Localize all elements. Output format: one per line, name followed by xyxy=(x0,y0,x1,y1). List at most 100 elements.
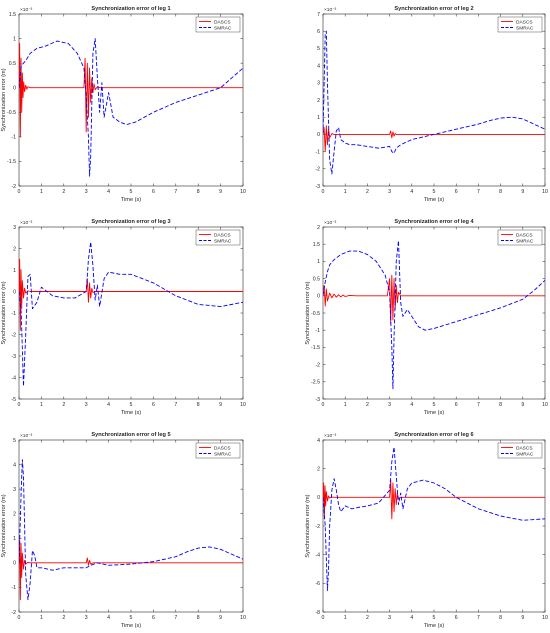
legend-entry-dascs: DASCS xyxy=(516,445,533,451)
plot-area xyxy=(18,13,244,187)
y-tick-label: -2 xyxy=(11,610,16,616)
y-tick-label: -4 xyxy=(315,552,320,558)
chart-title: Synchronization error of leg 5 xyxy=(91,432,170,438)
y-tick-label: 0 xyxy=(13,86,16,92)
x-tick-label: 5 xyxy=(433,189,436,195)
legend-box xyxy=(195,442,241,459)
y-tick-label: -6 xyxy=(315,581,320,587)
y-tick-label: 7 xyxy=(317,12,320,18)
y-tick-label: 1 xyxy=(13,36,16,42)
y-tick-label: -3 xyxy=(11,354,16,360)
y-axis-label: Synchronization error (m) xyxy=(305,494,311,557)
x-tick-label: 2 xyxy=(62,189,65,195)
y-tick-label: 1 xyxy=(317,259,320,265)
x-tick-label: 4 xyxy=(410,402,413,408)
y-exponent-label: ×10⁻³ xyxy=(20,7,33,13)
x-axis-label: Time (s) xyxy=(424,623,444,629)
x-tick-label: 1 xyxy=(40,402,43,408)
y-tick-label: -4 xyxy=(11,375,16,381)
x-axis-label: Time (s) xyxy=(424,410,444,416)
x-tick-label: 10 xyxy=(240,615,246,621)
plot-area xyxy=(18,226,244,400)
x-tick-label: 10 xyxy=(240,189,246,195)
x-tick-label: 1 xyxy=(344,189,347,195)
y-tick-label: -2 xyxy=(315,167,320,173)
x-tick-label: 1 xyxy=(40,615,43,621)
legend-entry-dascs: DASCS xyxy=(214,445,231,451)
legend-box xyxy=(497,442,543,459)
y-tick-label: 1.5 xyxy=(9,12,16,18)
x-tick-label: 7 xyxy=(174,402,177,408)
y-axis-label: Synchronization error (m) xyxy=(1,68,7,131)
chart-panel-6: 0 1 2 3 4 5 6 7 8 9 10 -8 -6 -4 -2 0 2 4 ×10⁻³ Synchronizat… xyxy=(305,432,548,629)
legend-entry-smrac: SMRAC xyxy=(516,451,534,457)
y-tick-label: 5 xyxy=(13,438,16,444)
x-tick-label: 8 xyxy=(197,402,200,408)
x-tick-label: 2 xyxy=(366,189,369,195)
series-line-smrac xyxy=(19,241,243,387)
series-line-smrac xyxy=(323,446,545,591)
x-tick-label: 9 xyxy=(521,189,524,195)
legend-entry-smrac: SMRAC xyxy=(214,25,232,31)
y-tick-label: 2 xyxy=(13,512,16,518)
series-line-dascs xyxy=(19,43,243,138)
x-tick-label: 7 xyxy=(477,402,480,408)
x-tick-label: 1 xyxy=(40,189,43,195)
x-tick-label: 10 xyxy=(542,402,548,408)
x-tick-label: 9 xyxy=(521,615,524,621)
y-tick-label: 4 xyxy=(13,462,16,468)
y-tick-label: 1 xyxy=(13,536,16,542)
x-tick-label: 5 xyxy=(130,189,133,195)
y-tick-label: 3 xyxy=(13,225,16,231)
y-tick-label: 1 xyxy=(13,268,16,274)
series-line-dascs xyxy=(19,258,243,331)
x-tick-label: 3 xyxy=(85,615,88,621)
x-tick-label: 6 xyxy=(455,402,458,408)
y-tick-label: 0 xyxy=(13,561,16,567)
y-tick-label: -1 xyxy=(11,585,16,591)
y-exponent-label: ×10⁻³ xyxy=(20,433,33,439)
chart-title: Synchronization error of leg 3 xyxy=(91,219,170,225)
x-tick-label: 3 xyxy=(85,189,88,195)
x-axis-label: Time (s) xyxy=(121,410,141,416)
y-tick-label: 4 xyxy=(317,438,320,444)
y-tick-label: 0.5 xyxy=(9,61,16,67)
x-tick-label: 10 xyxy=(240,402,246,408)
x-tick-label: 5 xyxy=(130,402,133,408)
y-exponent-label: ×10⁻³ xyxy=(324,220,337,226)
y-tick-label: 3 xyxy=(13,487,16,493)
y-tick-label: 0 xyxy=(317,495,320,501)
x-tick-label: 6 xyxy=(152,402,155,408)
x-tick-label: 9 xyxy=(219,402,222,408)
x-tick-label: 8 xyxy=(499,615,502,621)
x-tick-label: 4 xyxy=(107,189,110,195)
y-axis-label: Synchronization error (m) xyxy=(1,281,7,344)
x-tick-label: 5 xyxy=(433,402,436,408)
y-tick-label: -2.5 xyxy=(311,380,320,386)
legend-entry-smrac: SMRAC xyxy=(516,238,534,244)
x-tick-label: 6 xyxy=(152,615,155,621)
series-line-dascs xyxy=(323,125,545,153)
x-tick-label: 2 xyxy=(62,402,65,408)
series-line-smrac xyxy=(323,30,545,175)
x-tick-label: 9 xyxy=(219,189,222,195)
y-tick-label: -3 xyxy=(315,397,320,403)
x-tick-label: 8 xyxy=(197,189,200,195)
chart-panel-5: 0 1 2 3 4 5 6 7 8 9 10 -2 -1 0 1 2 3 4 5 ×10⁻³ Synchronizati… xyxy=(1,432,246,629)
y-exponent-label: ×10⁻³ xyxy=(20,220,33,226)
y-tick-label: 2 xyxy=(317,98,320,104)
y-axis-label: Synchronization error (m) xyxy=(1,494,7,557)
chart-panel-2: 0 1 2 3 4 5 6 7 8 9 10 -3 -2 -1 0 1 2 3 4 5 6 7 ×10⁻³ Synchroni… xyxy=(315,6,548,203)
series-line-smrac xyxy=(19,459,243,601)
legend-entry-dascs: DASCS xyxy=(214,19,231,25)
y-tick-label: 2 xyxy=(317,466,320,472)
x-tick-label: 7 xyxy=(174,615,177,621)
x-axis-label: Time (s) xyxy=(121,623,141,629)
legend-box xyxy=(195,229,241,246)
y-tick-label: 0 xyxy=(317,294,320,300)
y-tick-label: 4 xyxy=(317,63,320,69)
